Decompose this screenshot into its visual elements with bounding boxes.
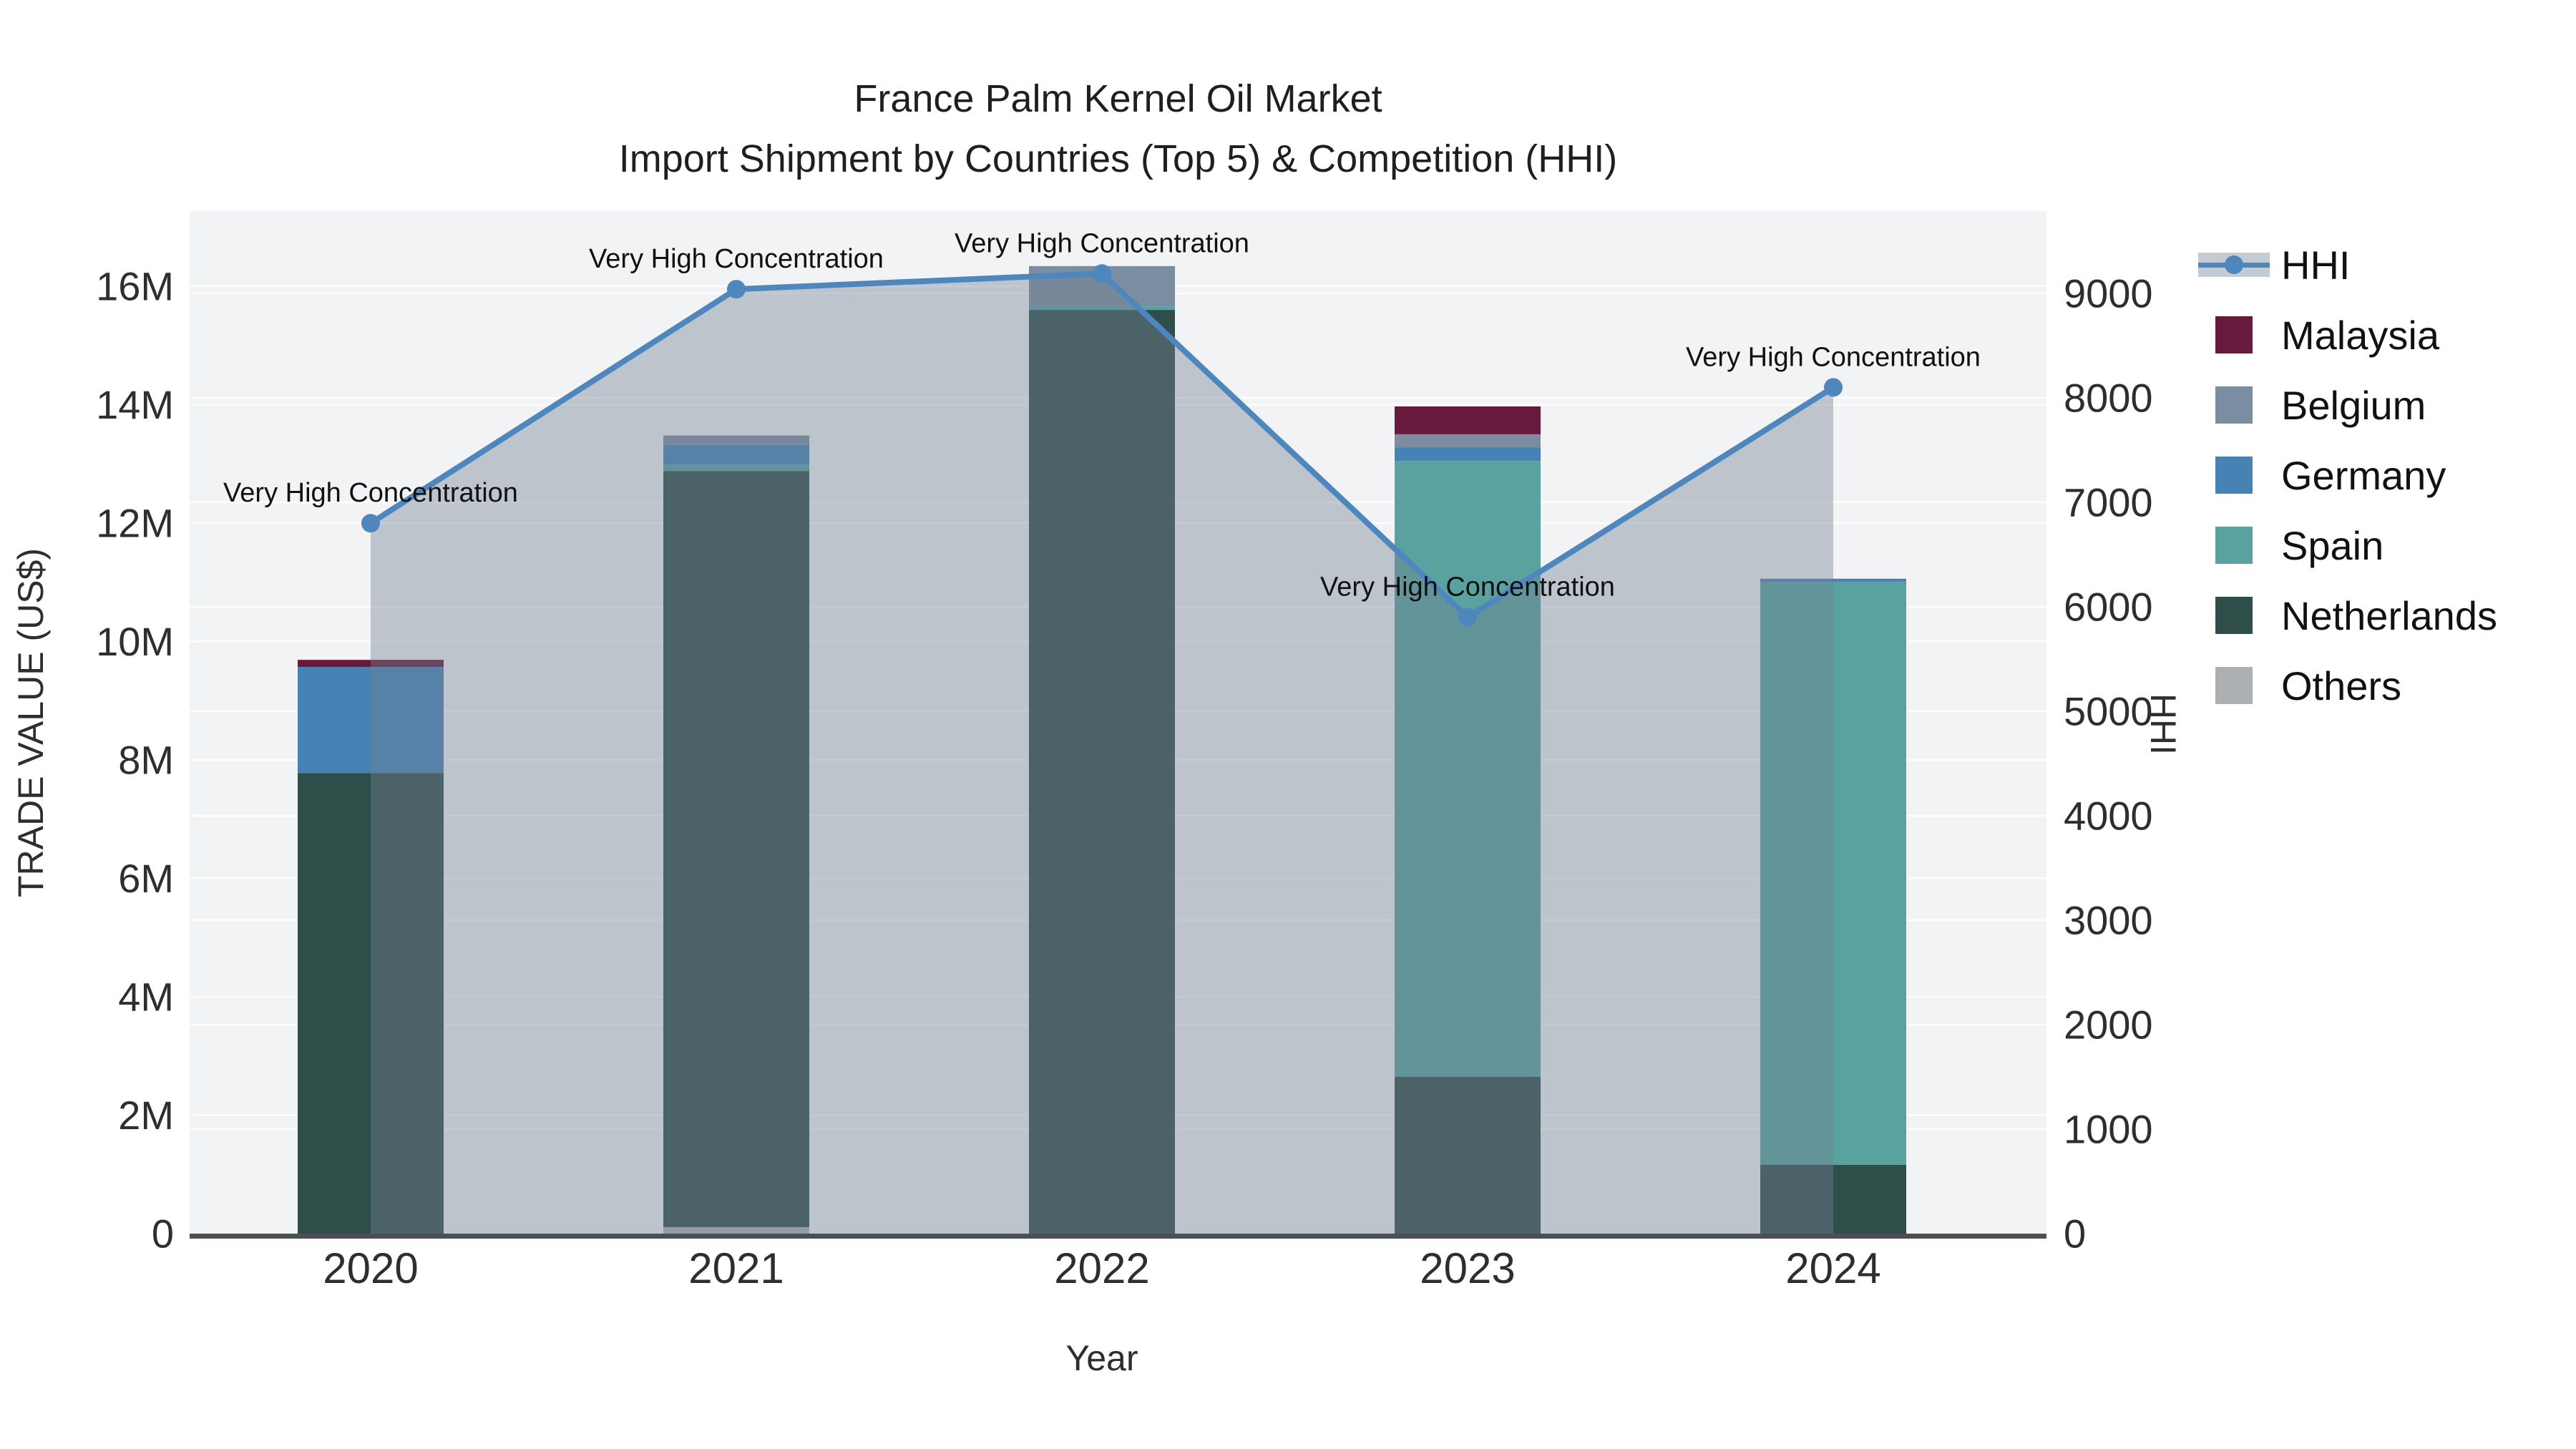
bar-segment-malaysia-2023[interactable]	[1395, 406, 1541, 434]
swatch-germany	[2215, 457, 2253, 494]
bar-segment-spain-2024[interactable]	[1760, 581, 1906, 1166]
hhi-marker-2023[interactable]	[1458, 608, 1477, 627]
hhi-marker-icon	[2225, 255, 2243, 274]
legend-label-malaysia: Malaysia	[2281, 312, 2439, 358]
bar-segment-spain-2021[interactable]	[663, 464, 809, 472]
legend-label-spain: Spain	[2281, 522, 2384, 568]
x-tick-2022: 2022	[1054, 1244, 1149, 1292]
legend-item-netherlands[interactable]: Netherlands	[2198, 580, 2497, 650]
x-axis-line	[190, 1234, 2046, 1239]
y-left-tick-4M: 4M	[118, 975, 174, 1020]
bar-segment-spain-2022[interactable]	[1029, 306, 1175, 311]
legend-label-netherlands: Netherlands	[2281, 592, 2497, 638]
y-right-axis-title: HHI	[2143, 693, 2183, 755]
y-right-tick-5000: 5000	[2064, 689, 2153, 734]
hhi-marker-2022[interactable]	[1093, 264, 1111, 283]
legend: HHI Malaysia Belgium Germany Spain Netherland…	[2198, 230, 2497, 721]
y-left-tick-8M: 8M	[118, 738, 174, 783]
x-axis-title: Year	[1065, 1338, 1138, 1378]
bar-segment-netherlands-2022[interactable]	[1029, 310, 1175, 1234]
swatch-malaysia	[2215, 316, 2253, 353]
bar-segment-germany-2024[interactable]	[1760, 578, 1906, 582]
annotation-2020: Very High Concentration	[223, 478, 518, 508]
legend-item-others[interactable]: Others	[2198, 650, 2497, 721]
hhi-legend-sample-icon	[2198, 246, 2270, 283]
x-tick-2023: 2023	[1420, 1244, 1515, 1292]
swatch-belgium	[2215, 386, 2253, 424]
y-right-tick-2000: 2000	[2064, 1002, 2153, 1048]
chart-title-line1: France Palm Kernel Oil Market	[854, 77, 1382, 120]
legend-swatch-icon	[2198, 386, 2270, 424]
legend-swatch-icon	[2198, 457, 2270, 494]
legend-swatch-icon	[2198, 527, 2270, 564]
bar-segment-others-2021[interactable]	[663, 1226, 809, 1234]
legend-label-germany: Germany	[2281, 452, 2446, 498]
x-tick-2021: 2021	[688, 1244, 784, 1292]
y-left-axis-title: TRADE VALUE (US$)	[11, 548, 51, 897]
bar-segment-germany-2020[interactable]	[298, 667, 444, 774]
y-left-tick-0: 0	[152, 1211, 174, 1257]
annotation-2022: Very High Concentration	[955, 228, 1249, 258]
legend-item-malaysia[interactable]: Malaysia	[2198, 300, 2497, 370]
bar-segment-spain-2023[interactable]	[1395, 461, 1541, 1077]
bar-segment-netherlands-2024[interactable]	[1760, 1165, 1906, 1234]
bar-segment-malaysia-2020[interactable]	[298, 660, 444, 668]
x-tick-2024: 2024	[1785, 1244, 1880, 1292]
hhi-marker-2021[interactable]	[727, 280, 746, 299]
y-right-tick-3000: 3000	[2064, 898, 2153, 943]
legend-item-spain[interactable]: Spain	[2198, 510, 2497, 580]
y-right-tick-7000: 7000	[2064, 480, 2153, 525]
y-left-tick-12M: 12M	[96, 501, 174, 546]
y-right-tick-4000: 4000	[2064, 794, 2153, 839]
chart-title-line2: Import Shipment by Countries (Top 5) & C…	[618, 137, 1618, 180]
annotation-2023: Very High Concentration	[1320, 572, 1615, 602]
y-left-tick-10M: 10M	[96, 619, 174, 664]
hhi-marker-2020[interactable]	[361, 514, 380, 533]
hhi-area	[371, 273, 1833, 1234]
bar-segment-belgium-2023[interactable]	[1395, 434, 1541, 448]
bar-segment-netherlands-2020[interactable]	[298, 773, 444, 1234]
y-right-tick-1000: 1000	[2064, 1107, 2153, 1152]
chart-title: France Palm Kernel Oil Market Import Shi…	[0, 69, 2236, 189]
swatch-others	[2215, 667, 2253, 704]
x-tick-2020: 2020	[323, 1244, 418, 1292]
y-left-tick-2M: 2M	[118, 1093, 174, 1138]
legend-item-hhi[interactable]: HHI	[2198, 230, 2497, 300]
swatch-spain	[2215, 527, 2253, 564]
bars	[298, 265, 1906, 1234]
y-left-tick-16M: 16M	[96, 264, 174, 309]
hhi-marker-2024[interactable]	[1824, 378, 1843, 397]
y-right-tick-0: 0	[2064, 1211, 2086, 1257]
legend-label-hhi: HHI	[2281, 242, 2351, 288]
bar-segment-belgium-2021[interactable]	[663, 435, 809, 445]
bar-segment-germany-2021[interactable]	[663, 444, 809, 465]
legend-item-belgium[interactable]: Belgium	[2198, 370, 2497, 440]
bar-segment-germany-2023[interactable]	[1395, 447, 1541, 462]
legend-label-belgium: Belgium	[2281, 382, 2426, 428]
bar-segment-netherlands-2021[interactable]	[663, 471, 809, 1227]
y-right-tick-9000: 9000	[2064, 271, 2153, 316]
legend-swatch-icon	[2198, 316, 2270, 353]
y-left-tick-14M: 14M	[96, 382, 174, 427]
legend-swatch-icon	[2198, 597, 2270, 634]
annotation-2021: Very High Concentration	[589, 244, 884, 274]
y-right-tick-6000: 6000	[2064, 585, 2153, 630]
annotation-2024: Very High Concentration	[1686, 342, 1981, 372]
bar-segment-netherlands-2023[interactable]	[1395, 1076, 1541, 1234]
legend-label-others: Others	[2281, 663, 2402, 708]
legend-item-germany[interactable]: Germany	[2198, 440, 2497, 510]
legend-swatch-icon	[2198, 667, 2270, 704]
swatch-netherlands	[2215, 597, 2253, 634]
y-right-tick-8000: 8000	[2064, 376, 2153, 421]
y-left-tick-6M: 6M	[118, 856, 174, 901]
